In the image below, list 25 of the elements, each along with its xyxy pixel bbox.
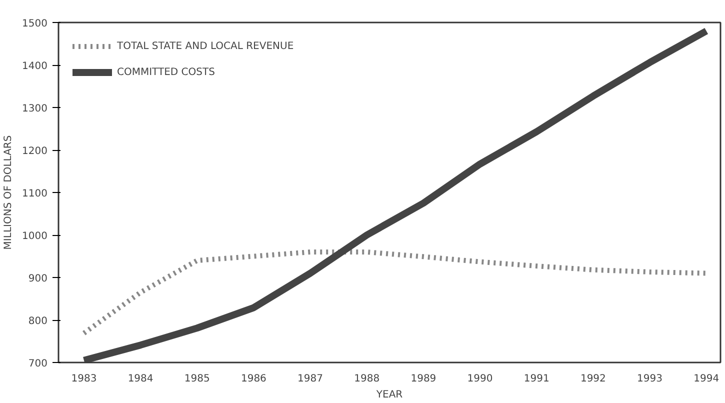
y-tick-label: 1100: [22, 188, 48, 200]
x-tick-label: 1990: [467, 374, 493, 384]
y-tick-label: 1500: [22, 18, 48, 30]
x-tick-label: 1994: [694, 374, 720, 384]
x-tick-label: 1992: [580, 374, 606, 384]
legend-label: TOTAL STATE AND LOCAL REVENUE: [117, 40, 294, 52]
x-tick-label: 1988: [354, 374, 380, 384]
y-tick-label: 700: [28, 358, 48, 370]
y-tick-label: 800: [28, 316, 48, 327]
y-tick-label: 1400: [22, 61, 48, 72]
y-tick-label: 1200: [22, 146, 48, 157]
y-tick-label: 1000: [22, 231, 48, 242]
x-tick-label: 1987: [298, 374, 324, 384]
y-tick-label: 900: [28, 274, 48, 284]
x-tick-label: 1993: [637, 374, 662, 384]
x-tick-label: 1985: [184, 374, 210, 384]
x-tick-label: 1989: [410, 374, 436, 384]
y-tick-label: 1300: [22, 104, 48, 114]
x-tick-label: 1991: [524, 374, 550, 384]
x-tick-label: 1986: [240, 374, 266, 384]
x-tick-label: 1983: [71, 374, 97, 384]
x-axis-title: YEAR: [375, 390, 403, 400]
y-axis-title: MILLIONS OF DOLLARS: [3, 135, 14, 250]
x-tick-label: 1984: [128, 374, 154, 384]
legend-label: COMMITTED COSTS: [117, 66, 215, 78]
